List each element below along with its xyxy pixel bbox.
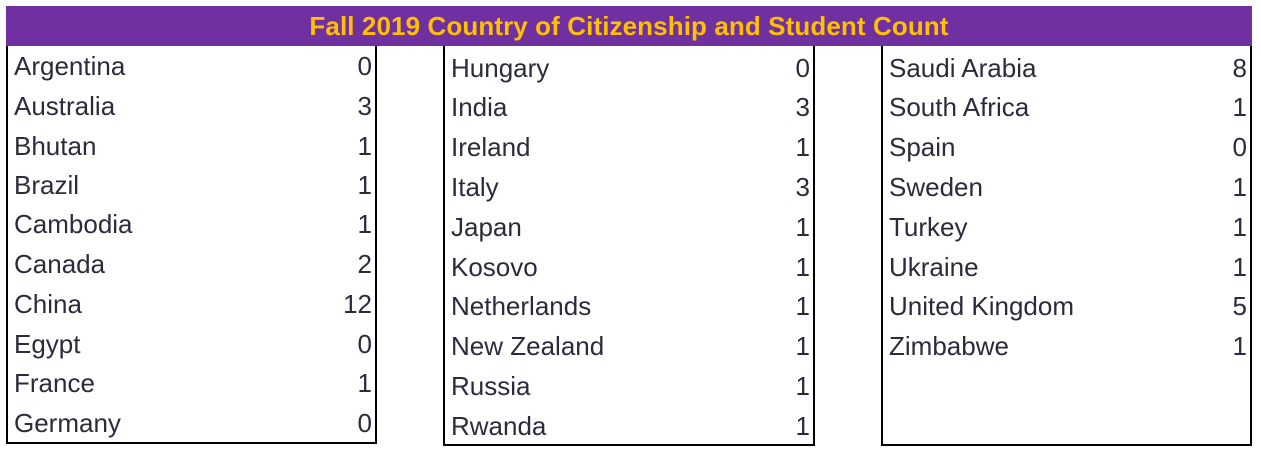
country-name: Spain (889, 131, 956, 162)
country-name: Brazil (14, 169, 80, 200)
country-row: Spain 0 (883, 127, 1250, 167)
country-row: Argentina 0 (8, 46, 375, 86)
country-name: Ukraine (889, 251, 979, 282)
country-name: United Kingdom (889, 290, 1074, 321)
student-count: 1 (1232, 251, 1247, 282)
country-row: Italy 3 (445, 167, 813, 207)
country-row: Ukraine 1 (883, 247, 1250, 287)
country-row: Russia 1 (445, 366, 813, 406)
country-row: Egypt 0 (8, 324, 375, 364)
student-count: 1 (1232, 330, 1247, 361)
student-count: 2 (357, 248, 372, 279)
country-name: Turkey (889, 211, 968, 242)
country-row: Saudi Arabia 8 (883, 48, 1250, 88)
student-count: 1 (357, 367, 372, 398)
country-row: India 3 (445, 87, 813, 127)
country-name: Germany (14, 407, 121, 438)
country-name: Australia (14, 90, 116, 121)
country-name: Sweden (889, 171, 983, 202)
country-name: Rwanda (451, 410, 547, 441)
student-count: 0 (357, 328, 372, 359)
country-row: United Kingdom 5 (883, 286, 1250, 326)
country-name: Italy (451, 171, 499, 202)
country-row: Hungary 0 (445, 48, 813, 88)
student-count: 1 (795, 370, 810, 401)
student-count: 1 (795, 211, 810, 242)
student-count: 1 (1232, 91, 1247, 122)
country-row: Netherlands 1 (445, 286, 813, 326)
country-name: Zimbabwe (889, 330, 1009, 361)
student-count: 12 (343, 288, 372, 319)
student-count: 0 (357, 407, 372, 438)
country-column-2: Hungary 0 India 3 Ireland 1 Italy 3 Japan 1 Kosovo… (443, 46, 815, 446)
country-column-3: Saudi Arabia 8 South Africa 1 Spain 0 Sweden 1 T… (881, 46, 1252, 446)
country-name: Argentina (14, 50, 126, 81)
country-row: Bhutan 1 (8, 126, 375, 166)
table-title: Fall 2019 Country of Citizenship and Stu… (309, 10, 949, 41)
student-count: 5 (1232, 290, 1247, 321)
country-row: Kosovo 1 (445, 247, 813, 287)
student-count: 1 (1232, 171, 1247, 202)
student-count: 0 (1232, 131, 1247, 162)
student-count: 3 (795, 171, 810, 202)
country-column-1: Argentina 0 Australia 3 Bhutan 1 Brazil 1 Cambod… (6, 46, 377, 444)
country-name: Cambodia (14, 208, 133, 239)
title-banner: Fall 2019 Country of Citizenship and Stu… (6, 6, 1252, 46)
country-name: Ireland (451, 131, 531, 162)
country-name: France (14, 367, 95, 398)
country-row: Rwanda 1 (445, 406, 813, 446)
country-name: Canada (14, 248, 106, 279)
student-count: 1 (795, 330, 810, 361)
country-row: Sweden 1 (883, 167, 1250, 207)
country-row: China 12 (8, 284, 375, 324)
country-name: India (451, 91, 508, 122)
student-count: 1 (795, 410, 810, 441)
student-count: 1 (357, 169, 372, 200)
country-name: New Zealand (451, 330, 605, 361)
student-count: 0 (795, 52, 810, 83)
student-count: 1 (357, 208, 372, 239)
country-name: Russia (451, 370, 531, 401)
country-name: Japan (451, 211, 522, 242)
country-row: Brazil 1 (8, 165, 375, 205)
country-row: Cambodia 1 (8, 204, 375, 244)
country-name: Saudi Arabia (889, 52, 1037, 83)
country-row: Australia 3 (8, 86, 375, 126)
student-count: 1 (795, 251, 810, 282)
student-count: 3 (795, 91, 810, 122)
student-count: 0 (357, 50, 372, 81)
country-name: China (14, 288, 82, 319)
country-name: Hungary (451, 52, 550, 83)
student-count: 1 (795, 290, 810, 321)
country-name: Egypt (14, 328, 81, 359)
country-row: Zimbabwe 1 (883, 326, 1250, 366)
country-row: Turkey 1 (883, 207, 1250, 247)
country-row: New Zealand 1 (445, 326, 813, 366)
country-row: South Africa 1 (883, 87, 1250, 127)
country-row: Germany 0 (8, 403, 375, 443)
country-name: South Africa (889, 91, 1030, 122)
country-name: Netherlands (451, 290, 592, 321)
country-row: Canada 2 (8, 244, 375, 284)
student-count: 1 (1232, 211, 1247, 242)
student-count: 1 (357, 130, 372, 161)
country-row: Japan 1 (445, 207, 813, 247)
country-row: Ireland 1 (445, 127, 813, 167)
student-count: 8 (1232, 52, 1247, 83)
country-name: Kosovo (451, 251, 538, 282)
student-count: 1 (795, 131, 810, 162)
student-count: 3 (357, 90, 372, 121)
country-row: France 1 (8, 363, 375, 403)
country-name: Bhutan (14, 130, 97, 161)
